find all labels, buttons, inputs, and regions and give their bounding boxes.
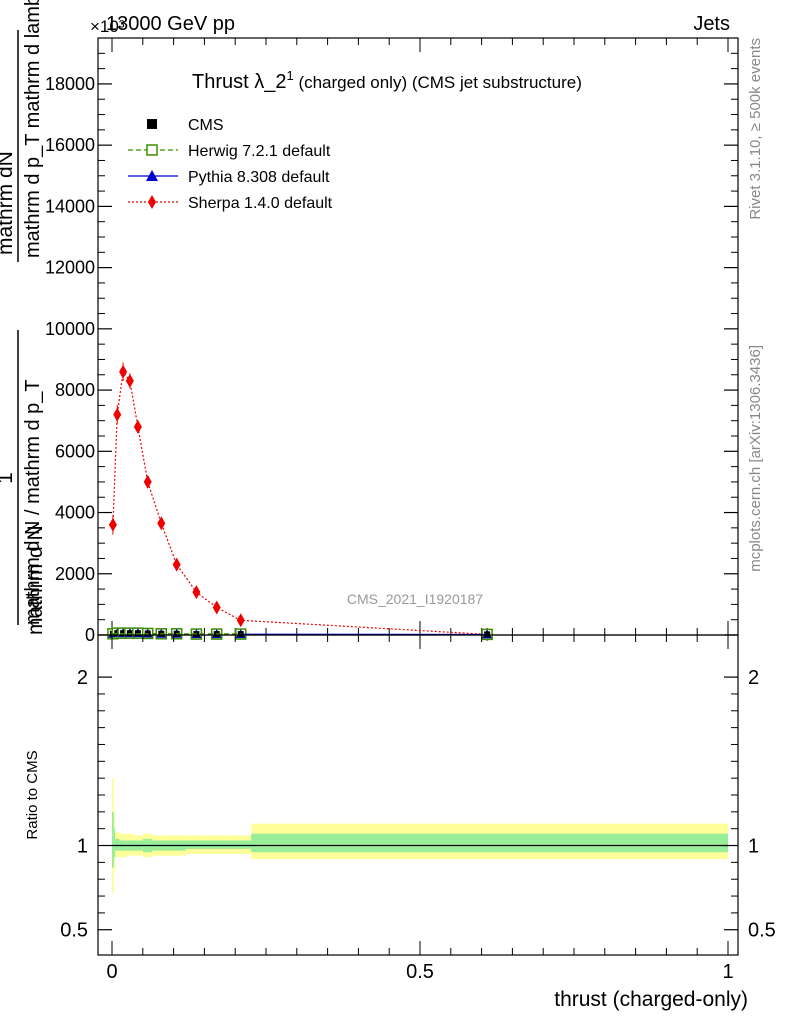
xtick-label: 0.5 <box>406 961 434 983</box>
process-label: Jets <box>693 13 730 35</box>
sherpa-point <box>172 557 181 572</box>
legend-marker <box>146 144 158 156</box>
sherpa-point <box>236 613 245 628</box>
ratio-ytick-label-right: 1 <box>748 836 759 858</box>
sherpa-point <box>108 517 117 532</box>
xtick-label: 1 <box>722 961 733 983</box>
main-ytick-label: 18000 <box>45 74 95 94</box>
main-ytick-label: 16000 <box>45 135 95 155</box>
main-ytick-label: 12000 <box>45 258 95 278</box>
ratio-stat-band <box>204 840 230 849</box>
legend-label: Pythia 8.308 default <box>188 169 330 186</box>
ylabel-lower: mathrm d N <box>24 525 47 635</box>
analysis-watermark: CMS_2021_I1920187 <box>347 591 483 607</box>
main-data-layer <box>107 362 493 642</box>
legend: CMS Herwig 7.2.1 default Pythia 8.308 defa… <box>128 117 333 212</box>
main-axis-ticks <box>98 38 738 636</box>
legend-label: Sherpa 1.4.0 default <box>188 195 333 212</box>
ratio-ylabel: Ratio to CMS <box>24 750 41 839</box>
ratio-ytick-label: 2 <box>77 667 88 689</box>
ylabel-frac-den: mathrm d N / mathrm d p_T <box>22 379 44 625</box>
legend-entry: Herwig 7.2.1 default <box>128 143 331 160</box>
chart-title: Thrust λ_21 (charged only) (CMS jet subs… <box>192 68 582 93</box>
exponent-label: ×10³ <box>90 17 125 36</box>
sherpa-point <box>119 364 128 379</box>
ratio-ytick-label-right: 2 <box>748 667 759 689</box>
ratio-stat-band <box>229 840 252 849</box>
xtick-labels: 0 0.5 1 <box>106 961 733 983</box>
ylabel-line2: mathrm d p_T mathrm d lambda <box>22 0 44 258</box>
legend-marker <box>146 170 158 181</box>
sherpa-point <box>133 419 142 434</box>
title-main: Thrust λ_2 <box>192 71 286 93</box>
sherpa-line <box>112 370 488 635</box>
ratio-axis-ticks <box>98 635 738 955</box>
title-sup: 1 <box>286 68 293 83</box>
ratio-bands <box>112 778 728 893</box>
sherpa-point <box>125 373 134 388</box>
main-ytick-label: 8000 <box>55 380 95 400</box>
ratio-stat-band <box>112 811 114 868</box>
main-ytick-label: 0 <box>85 625 95 645</box>
energy-label: 13000 GeV pp <box>106 13 235 35</box>
ratio-panel-frame <box>97 634 739 956</box>
legend-entry: Pythia 8.308 default <box>128 169 330 186</box>
main-ylabel-fraction: 1 mathrm d N / mathrm d p_T <box>0 330 44 625</box>
ylabel-frac-num: 1 <box>0 472 17 484</box>
main-ytick-label: 14000 <box>45 196 95 216</box>
title-rest: (charged only) (CMS jet substructure) <box>294 73 582 92</box>
x-axis-label: thrust (charged-only) <box>554 988 748 1011</box>
sherpa-point <box>157 516 166 531</box>
sherpa-point <box>212 600 221 615</box>
ratio-stat-band <box>115 838 120 851</box>
legend-entry: CMS <box>147 117 224 134</box>
main-ytick-labels: 0 2000 4000 6000 8000 10000 12000 14000 16000 180… <box>45 74 95 645</box>
legend-entry: Sherpa 1.4.0 default <box>128 195 333 212</box>
legend-label: CMS <box>188 117 224 134</box>
legend-marker <box>148 195 156 209</box>
rivet-label: Rivet 3.1.10, ≥ 500k events <box>747 38 764 220</box>
ratio-stat-band <box>185 840 205 849</box>
main-ytick-label: 10000 <box>45 319 95 339</box>
main-ytick-label: 6000 <box>55 441 95 461</box>
main-ytick-label: 4000 <box>55 503 95 523</box>
main-ylabel: mathrm d N <box>24 525 47 635</box>
ratio-ytick-label: 0.5 <box>60 920 88 942</box>
xtick-label: 0 <box>106 961 117 983</box>
sherpa-point <box>192 585 201 600</box>
ratio-ytick-label: 1 <box>77 836 88 858</box>
legend-marker <box>147 119 157 129</box>
sherpa-point <box>113 407 122 422</box>
legend-label: Herwig 7.2.1 default <box>188 143 331 160</box>
ratio-stat-band <box>251 833 728 853</box>
main-ytick-label: 2000 <box>55 564 95 584</box>
sherpa-point <box>143 474 152 489</box>
mcplots-label: mcplots.cern.ch [arXiv:1306.3436] <box>747 345 764 572</box>
ratio-ytick-labels: 0.5 0.5 1 1 2 2 <box>60 667 776 942</box>
ratio-stat-band <box>113 828 116 858</box>
ylabel-line1: mathrm dN <box>0 151 17 255</box>
cms-point <box>114 630 121 637</box>
ratio-ytick-label-right: 0.5 <box>748 920 776 942</box>
main-ylabel-derivative: mathrm dN mathrm d p_T mathrm d lambda <box>0 0 44 262</box>
